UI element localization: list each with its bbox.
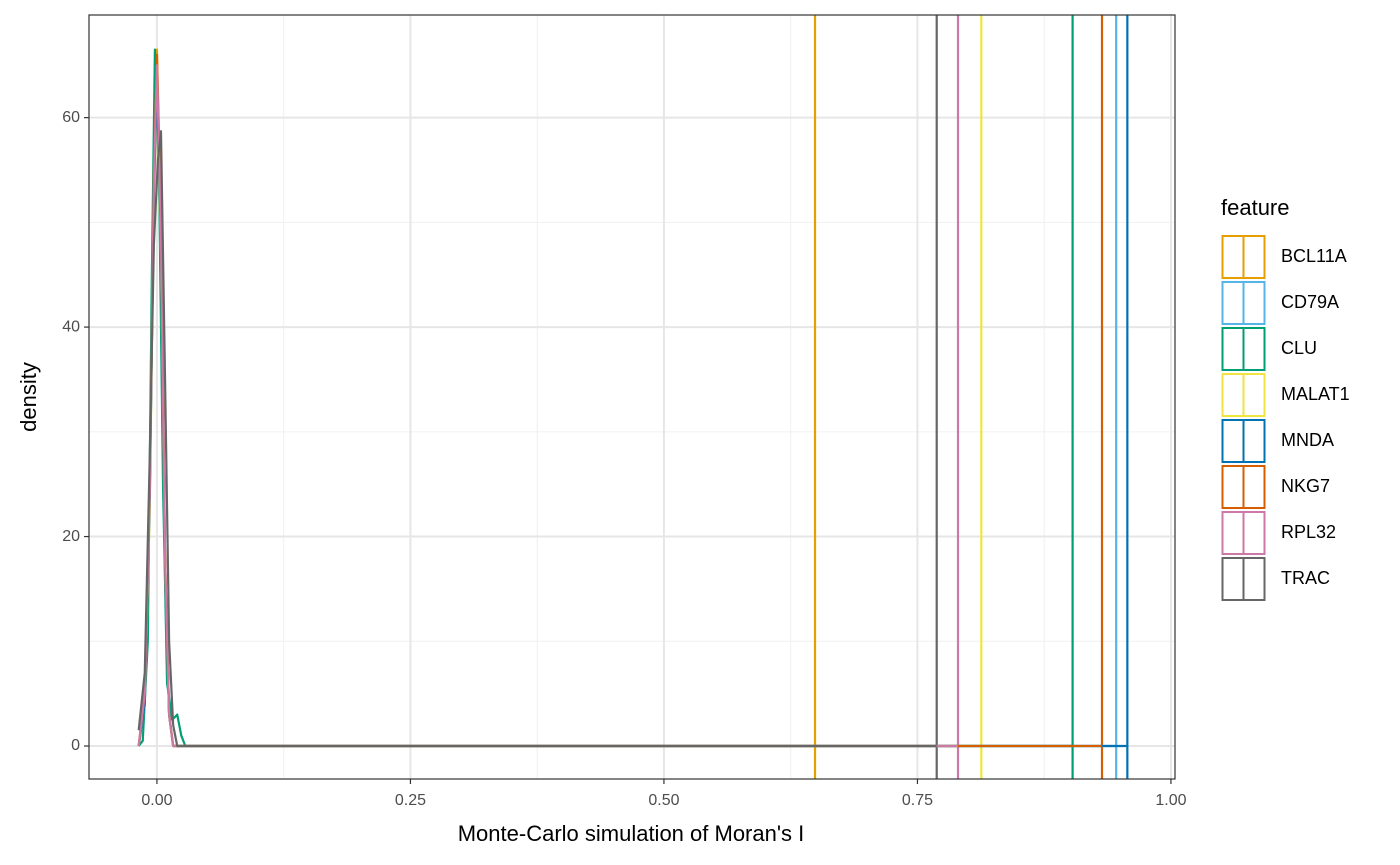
x-tick-label: 0.00 [141,792,172,809]
panel-border [88,14,1176,780]
x-tick-label: 0.25 [395,792,426,809]
legend-label: BCL11A [1281,246,1347,266]
legend-label: MNDA [1281,430,1334,450]
x-tick-label: 0.50 [648,792,679,809]
density-line [137,130,937,748]
legend-title: feature [1221,195,1290,220]
legend-label: CD79A [1281,292,1339,312]
y-axis-title: density [16,362,41,432]
plot-area [137,15,1129,779]
x-tick-label: 1.00 [1155,792,1186,809]
legend-label: MALAT1 [1281,384,1350,404]
legend-label: RPL32 [1281,522,1336,542]
x-axis-title: Monte-Carlo simulation of Moran's I [458,821,805,846]
y-tick-label: 20 [62,528,80,545]
y-tick-label: 40 [62,318,80,335]
legend-label: NKG7 [1281,476,1330,496]
legend: BCL11A CD79A CLU MALAT1 MNDA NKG7 RPL32 TRAC [1221,235,1350,601]
y-tick-label: 0 [71,737,80,754]
y-tick-label: 60 [62,109,80,126]
legend-label: CLU [1281,338,1317,358]
legend-label: TRAC [1281,568,1330,588]
x-tick-label: 0.75 [902,792,933,809]
